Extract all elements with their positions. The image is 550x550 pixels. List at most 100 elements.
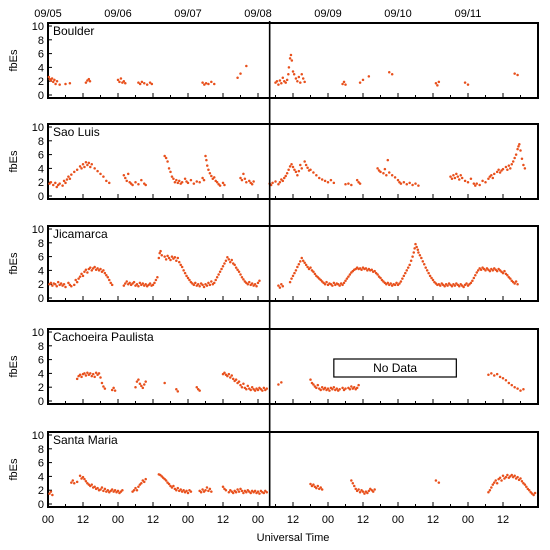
data-point xyxy=(208,171,212,175)
data-point xyxy=(393,283,397,287)
data-point xyxy=(90,269,93,272)
data-point xyxy=(77,277,80,280)
data-point xyxy=(342,80,346,84)
data-point xyxy=(323,386,327,390)
data-point xyxy=(437,481,441,484)
data-point xyxy=(199,491,203,494)
data-point xyxy=(192,283,196,287)
data-point xyxy=(201,488,204,491)
data-point xyxy=(300,73,303,76)
data-point xyxy=(223,371,226,374)
data-point xyxy=(383,167,387,171)
data-point xyxy=(67,175,70,178)
data-point xyxy=(258,279,261,282)
data-point xyxy=(320,488,324,491)
data-point xyxy=(290,277,293,280)
date-label: 09/08 xyxy=(244,8,272,20)
data-point xyxy=(180,180,184,184)
data-point xyxy=(250,385,254,389)
data-point xyxy=(172,177,175,180)
data-point xyxy=(220,267,223,271)
data-point xyxy=(169,170,172,174)
data-point xyxy=(456,175,460,178)
data-point xyxy=(122,79,126,83)
data-point xyxy=(207,82,210,86)
y-axis-label: fbEs xyxy=(8,252,20,275)
data-point xyxy=(208,283,212,287)
data-point xyxy=(306,166,309,169)
data-point xyxy=(125,280,128,283)
data-point xyxy=(460,176,464,180)
data-point xyxy=(86,271,89,274)
data-point xyxy=(170,255,174,258)
data-point xyxy=(90,163,93,166)
data-point xyxy=(501,167,505,171)
data-point xyxy=(103,271,107,275)
data-point xyxy=(353,385,356,389)
data-point xyxy=(102,489,105,493)
data-point xyxy=(404,271,407,275)
data-point xyxy=(64,181,67,185)
data-point xyxy=(137,183,140,186)
data-point xyxy=(134,180,137,184)
data-point xyxy=(516,147,519,151)
data-point xyxy=(204,82,208,85)
data-point xyxy=(323,179,327,183)
data-point xyxy=(62,282,66,286)
data-point xyxy=(523,167,527,170)
data-point xyxy=(373,488,376,491)
data-point xyxy=(234,378,238,381)
data-point xyxy=(239,383,242,387)
data-point xyxy=(299,163,302,167)
data-point xyxy=(501,376,505,380)
data-point xyxy=(143,383,146,386)
data-point xyxy=(240,489,244,493)
data-point xyxy=(293,168,296,172)
data-point xyxy=(195,385,198,389)
data-point xyxy=(178,179,181,183)
data-point xyxy=(281,179,285,183)
data-point xyxy=(175,178,178,182)
data-point xyxy=(167,482,171,486)
data-point xyxy=(70,173,73,176)
data-point xyxy=(338,388,341,391)
data-point xyxy=(287,168,290,172)
data-point xyxy=(358,491,362,494)
data-point xyxy=(223,183,226,187)
data-point xyxy=(364,267,368,270)
data-point xyxy=(436,84,439,87)
data-point xyxy=(182,488,185,492)
data-point xyxy=(78,165,82,168)
data-point xyxy=(110,488,114,491)
data-point xyxy=(332,385,336,389)
panel-frame xyxy=(47,431,539,508)
y-tick-label: 10 xyxy=(32,224,44,236)
data-point xyxy=(64,285,67,289)
data-point xyxy=(253,489,257,493)
data-point xyxy=(396,178,400,182)
y-tick-label: 2 xyxy=(38,485,44,497)
data-point xyxy=(201,283,204,287)
data-point xyxy=(513,72,516,75)
data-point xyxy=(94,371,98,374)
data-point xyxy=(239,487,242,491)
data-point xyxy=(277,83,280,86)
data-point xyxy=(297,75,301,79)
data-point xyxy=(504,475,508,479)
top-date-labels: 09/05 09/06 09/07 09/08 09/09 09/10 09/11 xyxy=(34,8,481,20)
data-point xyxy=(135,282,139,286)
y-axis-label: fbEs xyxy=(8,49,20,72)
data-point xyxy=(528,488,531,492)
data-point xyxy=(245,180,248,184)
data-point xyxy=(75,377,79,381)
data-point xyxy=(350,183,353,187)
data-point xyxy=(140,80,144,84)
panel-cachoeira-paulista: 0 2 46 8 10 fbEs Cachoeira Paulista No Data xyxy=(8,327,539,408)
data-point xyxy=(73,482,76,485)
data-point xyxy=(518,143,521,146)
data-point xyxy=(157,256,161,260)
data-point xyxy=(331,388,334,391)
data-point xyxy=(230,374,233,377)
data-point xyxy=(458,285,461,288)
data-point xyxy=(166,160,169,163)
